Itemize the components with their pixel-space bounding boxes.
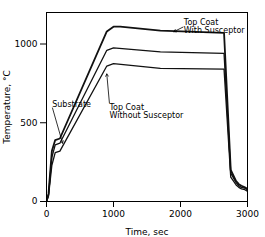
svg-text:Time, sec: Time, sec: [125, 227, 169, 237]
svg-text:Top CoatWith Susceptor: Top CoatWith Susceptor: [183, 18, 245, 35]
svg-text:1000: 1000: [102, 209, 125, 219]
svg-text:2000: 2000: [169, 209, 192, 219]
svg-text:3000: 3000: [236, 209, 259, 219]
svg-text:Substrate: Substrate: [52, 100, 91, 109]
svg-text:1000: 1000: [15, 39, 38, 49]
svg-text:500: 500: [20, 118, 37, 128]
svg-text:Top CoatWithout Susceptor: Top CoatWithout Susceptor: [108, 103, 184, 120]
svg-text:0: 0: [32, 196, 38, 206]
svg-text:Temperature, °C: Temperature, °C: [2, 70, 12, 145]
svg-text:0: 0: [44, 209, 50, 219]
